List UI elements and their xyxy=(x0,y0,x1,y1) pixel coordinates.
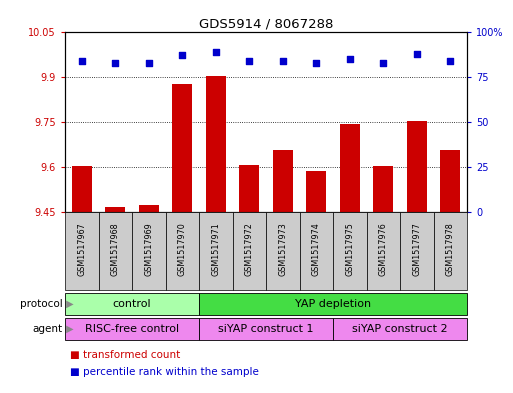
Point xyxy=(279,58,287,64)
Point xyxy=(379,59,387,66)
Point xyxy=(77,58,86,64)
Point xyxy=(346,56,354,62)
Point xyxy=(212,49,220,55)
Bar xyxy=(333,318,467,340)
Bar xyxy=(199,318,333,340)
Point xyxy=(412,50,421,57)
Text: siYAP construct 1: siYAP construct 1 xyxy=(218,324,314,334)
Bar xyxy=(232,212,266,290)
Bar xyxy=(65,293,199,315)
Bar xyxy=(373,166,393,212)
Bar xyxy=(166,212,199,290)
Bar xyxy=(65,212,98,290)
Text: YAP depletion: YAP depletion xyxy=(295,299,371,309)
Bar xyxy=(105,207,125,212)
Point xyxy=(178,52,186,59)
Point xyxy=(111,59,120,66)
Bar xyxy=(266,212,300,290)
Bar xyxy=(98,212,132,290)
Bar xyxy=(400,212,433,290)
Text: GSM1517972: GSM1517972 xyxy=(245,222,254,276)
Bar xyxy=(440,150,460,212)
Bar xyxy=(433,212,467,290)
Bar xyxy=(273,150,293,212)
Bar xyxy=(199,212,232,290)
Bar xyxy=(172,84,192,212)
Point xyxy=(446,58,455,64)
Text: RISC-free control: RISC-free control xyxy=(85,324,179,334)
Point xyxy=(245,58,253,64)
Bar xyxy=(306,171,326,212)
Point xyxy=(312,59,320,66)
Text: agent: agent xyxy=(32,324,63,334)
Text: GSM1517974: GSM1517974 xyxy=(312,222,321,276)
Text: GSM1517975: GSM1517975 xyxy=(345,222,354,276)
Bar xyxy=(239,165,259,212)
Bar xyxy=(139,205,159,212)
Bar xyxy=(366,212,400,290)
Bar xyxy=(206,76,226,212)
Text: ▶: ▶ xyxy=(63,324,73,334)
Bar xyxy=(72,166,92,212)
Text: GSM1517978: GSM1517978 xyxy=(446,222,455,276)
Text: ▶: ▶ xyxy=(63,299,73,309)
Bar xyxy=(333,212,366,290)
Text: ■ transformed count: ■ transformed count xyxy=(70,350,181,360)
Bar xyxy=(199,293,467,315)
Bar xyxy=(65,318,199,340)
Text: control: control xyxy=(113,299,151,309)
Text: GSM1517967: GSM1517967 xyxy=(77,222,86,276)
Bar xyxy=(407,121,427,212)
Point xyxy=(145,59,153,66)
Text: GSM1517976: GSM1517976 xyxy=(379,222,388,276)
Bar xyxy=(132,212,166,290)
Text: GSM1517969: GSM1517969 xyxy=(144,222,153,276)
Text: siYAP construct 2: siYAP construct 2 xyxy=(352,324,448,334)
Text: protocol: protocol xyxy=(19,299,63,309)
Bar xyxy=(340,123,360,212)
Text: GSM1517973: GSM1517973 xyxy=(278,222,287,276)
Bar xyxy=(300,212,333,290)
Text: GSM1517968: GSM1517968 xyxy=(111,222,120,276)
Text: GSM1517970: GSM1517970 xyxy=(177,222,187,276)
Text: GSM1517971: GSM1517971 xyxy=(211,222,220,276)
Text: GSM1517977: GSM1517977 xyxy=(412,222,421,276)
Text: ■ percentile rank within the sample: ■ percentile rank within the sample xyxy=(70,367,259,377)
Title: GDS5914 / 8067288: GDS5914 / 8067288 xyxy=(199,18,333,31)
